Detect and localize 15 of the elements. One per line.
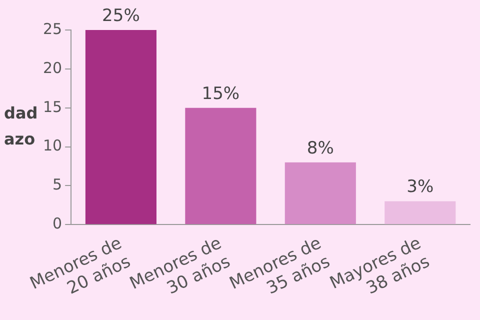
y-axis-title: dad azo xyxy=(4,103,38,148)
data-label: 15% xyxy=(202,84,240,104)
y-tick-label: 15 xyxy=(42,98,62,116)
bar xyxy=(185,108,256,224)
bar xyxy=(85,30,156,224)
y-tick-label: 10 xyxy=(42,136,62,155)
y-tick-label: 25 xyxy=(42,20,62,38)
data-label: 3% xyxy=(406,177,434,198)
data-label: 25% xyxy=(102,6,140,26)
data-label: 8% xyxy=(306,138,334,158)
bar xyxy=(384,201,456,224)
bar xyxy=(284,162,356,224)
y-tick-label: 0 xyxy=(52,214,62,233)
y-tick-label: 5 xyxy=(52,176,62,194)
y-tick-label: 20 xyxy=(42,58,62,77)
